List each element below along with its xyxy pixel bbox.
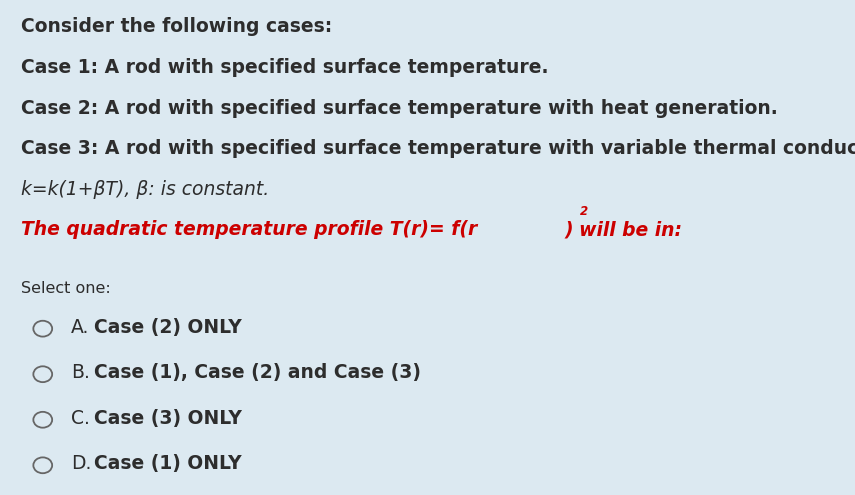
Text: Case (1) ONLY: Case (1) ONLY [94, 454, 242, 473]
Text: B.: B. [71, 363, 90, 382]
Text: Case (3) ONLY: Case (3) ONLY [94, 409, 242, 428]
Text: D.: D. [71, 454, 91, 473]
Text: Case (2) ONLY: Case (2) ONLY [94, 318, 242, 337]
Text: The quadratic temperature profile T(r)= f(r: The quadratic temperature profile T(r)= … [21, 220, 478, 239]
Text: Case 3: A rod with specified surface temperature with variable thermal conductiv: Case 3: A rod with specified surface tem… [21, 139, 855, 158]
Text: k=k(1+βT), β: is constant.: k=k(1+βT), β: is constant. [21, 180, 269, 198]
Text: A.: A. [71, 318, 89, 337]
Text: ) will be in:: ) will be in: [564, 220, 682, 239]
Text: Select one:: Select one: [21, 281, 111, 296]
Text: 2: 2 [580, 205, 588, 218]
Text: Case 2: A rod with specified surface temperature with heat generation.: Case 2: A rod with specified surface tem… [21, 99, 778, 117]
Text: Consider the following cases:: Consider the following cases: [21, 17, 333, 36]
Text: Case (1), Case (2) and Case (3): Case (1), Case (2) and Case (3) [94, 363, 421, 382]
Text: C.: C. [71, 409, 90, 428]
Text: Case 1: A rod with specified surface temperature.: Case 1: A rod with specified surface tem… [21, 58, 549, 77]
